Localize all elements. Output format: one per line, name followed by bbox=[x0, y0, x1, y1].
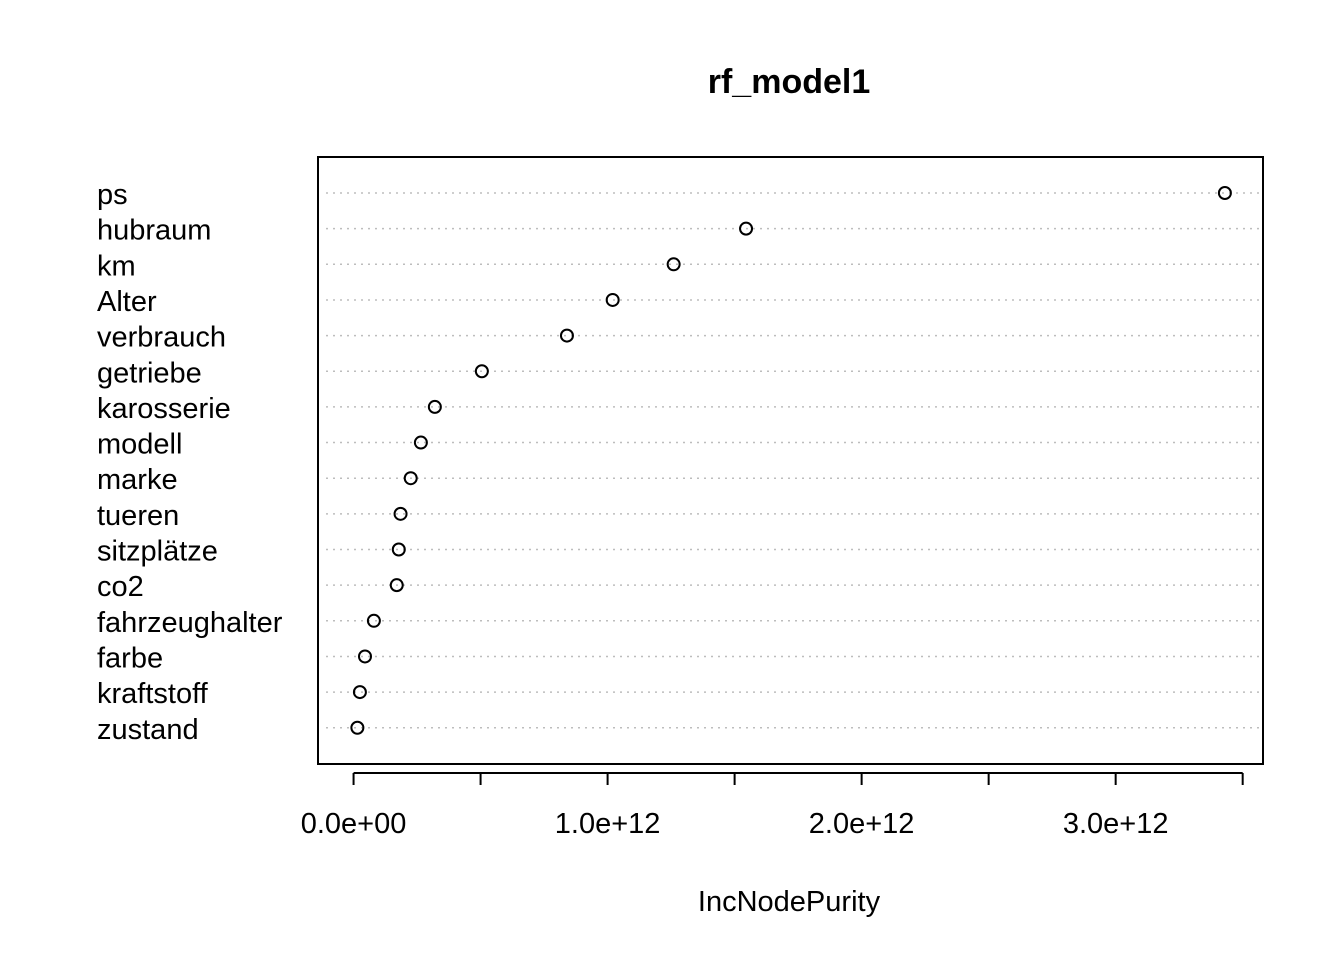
data-points bbox=[350, 186, 1232, 735]
category-label: tueren bbox=[97, 500, 179, 532]
category-label: fahrzeughalter bbox=[97, 607, 283, 639]
data-point bbox=[393, 506, 408, 521]
x-tick-label: 1.0e+12 bbox=[555, 808, 661, 840]
category-label: co2 bbox=[97, 571, 144, 603]
x-tick-label: 0.0e+00 bbox=[301, 808, 407, 840]
category-label: modell bbox=[97, 429, 182, 461]
data-point bbox=[474, 364, 489, 379]
category-label: kraftstoff bbox=[97, 678, 209, 710]
data-point bbox=[403, 471, 418, 486]
data-point bbox=[389, 578, 404, 593]
x-tick-label: 3.0e+12 bbox=[1063, 808, 1169, 840]
data-point bbox=[427, 399, 442, 414]
category-label: Alter bbox=[97, 286, 157, 318]
category-label: verbrauch bbox=[97, 322, 226, 354]
data-point bbox=[413, 435, 428, 450]
data-point bbox=[357, 649, 372, 664]
data-point bbox=[1217, 186, 1232, 200]
data-point bbox=[559, 328, 574, 343]
category-label: getriebe bbox=[97, 357, 202, 389]
category-label: marke bbox=[97, 464, 178, 496]
data-point bbox=[352, 685, 367, 700]
category-label: ps bbox=[97, 179, 128, 211]
x-axis: 0.0e+00 1.0e+12 2.0e+12 3.0e+12 bbox=[301, 772, 1244, 840]
grid-lines bbox=[326, 192, 1259, 729]
data-point bbox=[366, 613, 381, 628]
category-label: km bbox=[97, 250, 136, 282]
data-point bbox=[605, 292, 620, 307]
chart-title: rf_model1 bbox=[708, 63, 871, 101]
data-point bbox=[391, 542, 406, 557]
category-label: sitzplätze bbox=[97, 536, 218, 568]
x-tick-label: 2.0e+12 bbox=[809, 808, 915, 840]
data-point bbox=[666, 257, 681, 272]
category-label: farbe bbox=[97, 642, 163, 674]
data-point bbox=[350, 720, 365, 735]
data-point bbox=[739, 221, 754, 236]
x-axis-label: IncNodePurity bbox=[698, 886, 881, 918]
plot-frame bbox=[317, 156, 1264, 765]
category-label: karosserie bbox=[97, 393, 231, 425]
category-label: hubraum bbox=[97, 215, 211, 247]
category-label: zustand bbox=[97, 714, 199, 746]
